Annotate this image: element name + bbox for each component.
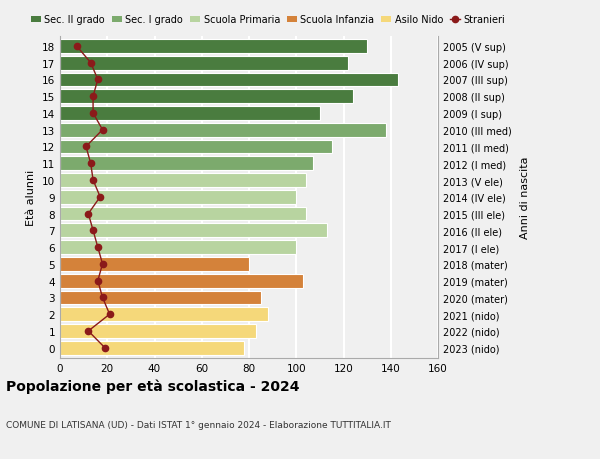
Bar <box>60 174 306 187</box>
Bar <box>60 90 353 104</box>
Bar <box>60 224 327 238</box>
Bar <box>60 40 367 54</box>
Bar <box>60 291 261 305</box>
Bar <box>60 140 332 154</box>
Bar <box>60 274 304 288</box>
Bar <box>60 107 320 121</box>
Text: COMUNE DI LATISANA (UD) - Dati ISTAT 1° gennaio 2024 - Elaborazione TUTTITALIA.I: COMUNE DI LATISANA (UD) - Dati ISTAT 1° … <box>6 420 391 429</box>
Bar <box>60 123 386 137</box>
Bar <box>60 325 256 338</box>
Y-axis label: Anni di nascita: Anni di nascita <box>520 156 530 239</box>
Bar <box>60 207 306 221</box>
Legend: Sec. II grado, Sec. I grado, Scuola Primaria, Scuola Infanzia, Asilo Nido, Stran: Sec. II grado, Sec. I grado, Scuola Prim… <box>31 16 505 25</box>
Bar <box>60 341 244 355</box>
Bar <box>60 308 268 321</box>
Bar <box>60 257 249 271</box>
Bar <box>60 190 296 204</box>
Bar <box>60 56 348 70</box>
Bar <box>60 157 313 171</box>
Text: Popolazione per età scolastica - 2024: Popolazione per età scolastica - 2024 <box>6 379 299 393</box>
Bar <box>60 73 398 87</box>
Y-axis label: Età alunni: Età alunni <box>26 169 37 225</box>
Bar <box>60 241 296 254</box>
